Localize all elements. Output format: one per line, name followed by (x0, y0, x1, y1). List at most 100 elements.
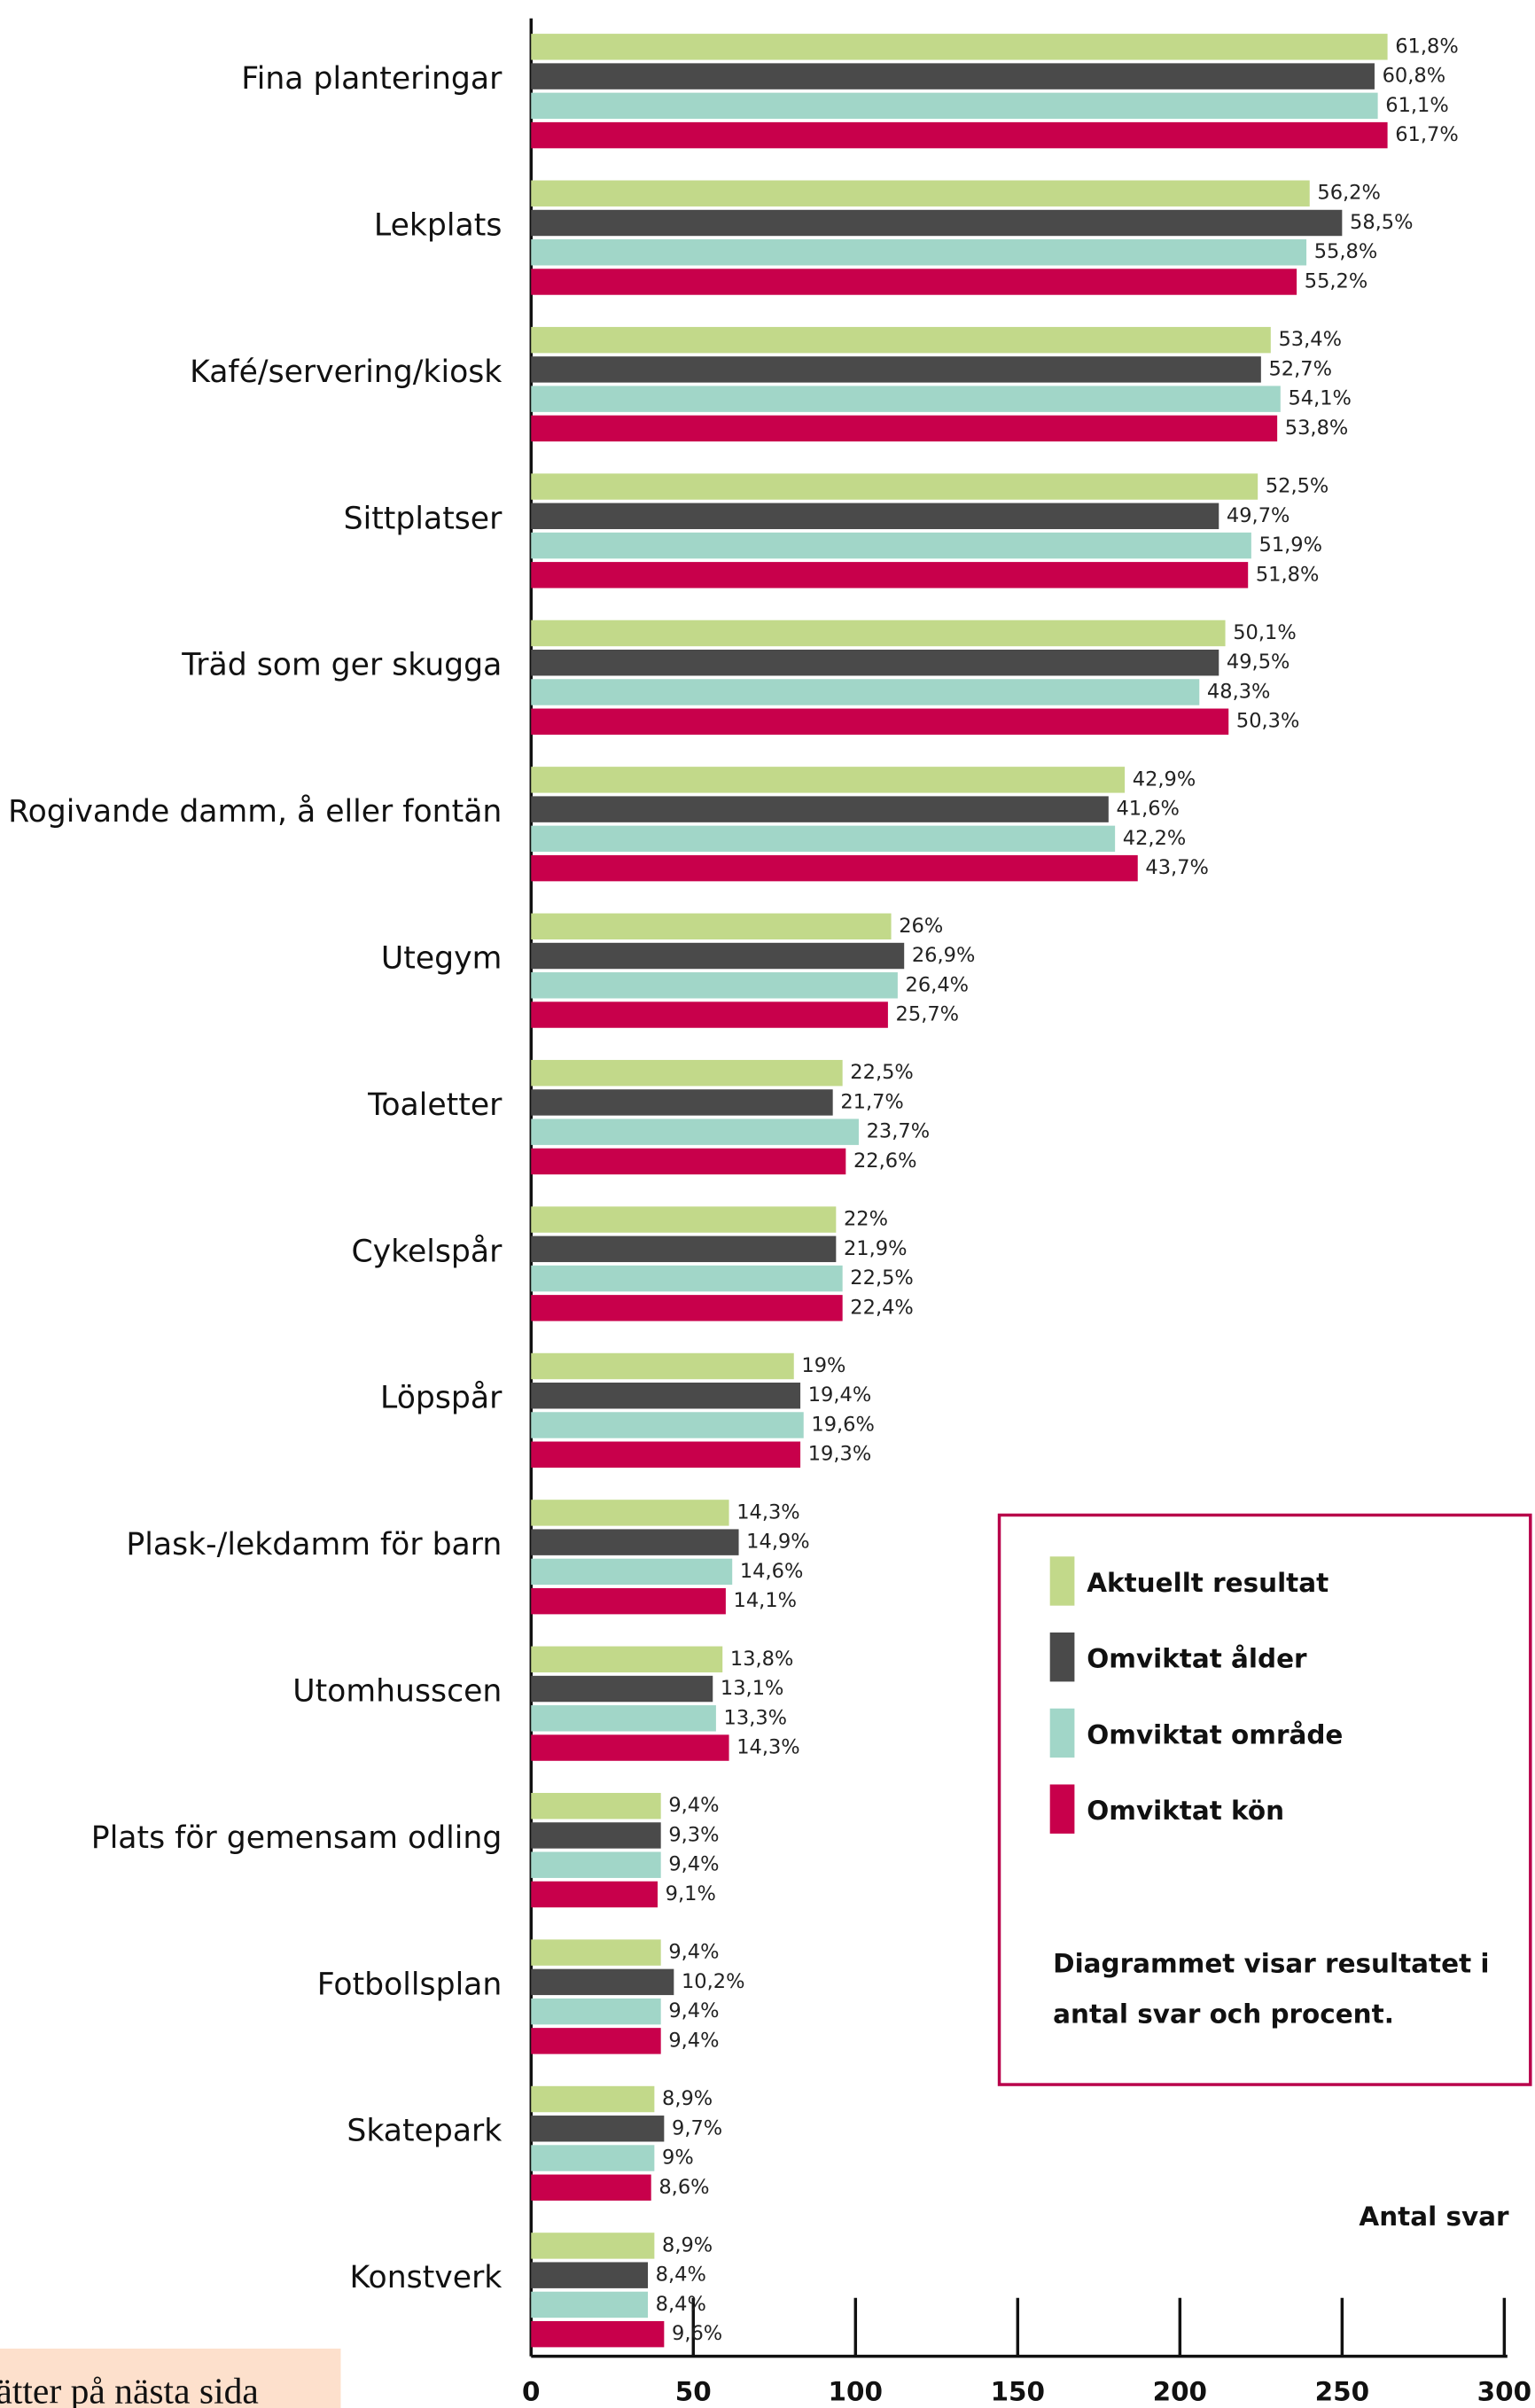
value-label: 61,8% (1395, 35, 1458, 58)
value-label: 43,7% (1145, 856, 1208, 879)
bar (531, 356, 1261, 383)
value-label: 9% (662, 2147, 694, 2170)
bar (531, 1441, 801, 1468)
bar (531, 825, 1116, 853)
bar (531, 2291, 649, 2318)
category-label: Skatepark (347, 2114, 502, 2149)
bar (531, 532, 1251, 559)
value-label: 48,3% (1207, 680, 1270, 703)
footer-note: sätter på nästa sida (0, 2370, 259, 2408)
bar (531, 1148, 846, 1175)
value-label: 8,4% (656, 2293, 706, 2316)
bar (531, 1089, 833, 1116)
category-label: Rogivande damm, å eller fontän (8, 793, 502, 830)
value-label: 26,4% (906, 973, 969, 996)
value-label: 8,9% (662, 2087, 713, 2110)
bar (531, 708, 1229, 735)
bar (531, 767, 1126, 793)
value-label: 10,2% (682, 1970, 744, 1993)
bar (531, 854, 1138, 882)
bar (531, 2262, 649, 2288)
value-label: 9,6% (672, 2322, 722, 2345)
footer-box (0, 2348, 341, 2408)
value-label: 26,9% (912, 944, 975, 967)
value-label: 42,9% (1133, 768, 1196, 791)
value-label: 19% (801, 1354, 845, 1377)
bar (531, 1412, 804, 1438)
value-label: 13,3% (724, 1706, 787, 1729)
value-label: 60,8% (1383, 65, 1445, 88)
value-label: 14,1% (734, 1589, 797, 1612)
bar (531, 34, 1388, 60)
legend-swatch (1049, 1708, 1075, 1758)
bar (531, 2145, 655, 2171)
legend-box (997, 1513, 1532, 2086)
value-label: 51,8% (1256, 563, 1319, 586)
bar (531, 1675, 713, 1703)
bar (531, 562, 1249, 588)
bar (531, 415, 1278, 442)
bar (531, 1383, 801, 1409)
bar (531, 1705, 716, 1732)
category-label: Utomhusscen (292, 1674, 502, 1710)
legend-swatch (1049, 1784, 1075, 1834)
bar (531, 1558, 733, 1586)
legend-label: Omviktat område (1087, 1718, 1343, 1750)
bar (531, 1001, 888, 1028)
bar (531, 620, 1226, 647)
value-label: 9,4% (668, 1794, 719, 1817)
bar (531, 2320, 665, 2348)
value-label: 25,7% (896, 1003, 959, 1026)
bar (531, 2116, 665, 2142)
x-tick-label: 200 (1153, 2377, 1207, 2407)
bar (531, 1235, 837, 1263)
bar (531, 1587, 726, 1615)
value-label: 49,5% (1227, 651, 1290, 674)
category-label: Toaletter (367, 1087, 503, 1123)
value-label: 22% (844, 1208, 888, 1231)
value-label: 8,9% (662, 2233, 713, 2256)
bar (531, 1265, 843, 1292)
x-tick-label: 300 (1477, 2377, 1531, 2407)
bar (531, 679, 1200, 705)
bar (531, 1529, 739, 1555)
legend-label: Omviktat ålder (1087, 1643, 1307, 1674)
bar (531, 1352, 794, 1380)
value-label: 19,4% (808, 1383, 871, 1407)
category-label: Plats för gemensam odling (91, 1820, 503, 1856)
category-label: Sittplatser (344, 501, 503, 536)
bar (531, 913, 892, 939)
bar (531, 386, 1281, 412)
category-label: Kafé/servering/kiosk (190, 355, 502, 390)
bar (531, 92, 1378, 120)
value-label: 61,1% (1385, 94, 1448, 117)
value-label: 9,1% (666, 1882, 716, 1905)
bar (531, 239, 1307, 266)
x-tick-label: 250 (1315, 2377, 1369, 2407)
x-tick-label: 0 (522, 2377, 540, 2407)
value-label: 50,3% (1236, 710, 1299, 733)
value-label: 14,9% (746, 1531, 809, 1554)
x-tick-label: 150 (991, 2377, 1045, 2407)
value-label: 14,6% (740, 1560, 803, 1583)
bar (531, 2085, 655, 2113)
legend-label: Omviktat kön (1087, 1796, 1284, 1826)
bar (531, 2174, 651, 2201)
bar (531, 326, 1271, 354)
note: antal svar och procent. (1053, 1999, 1394, 2030)
category-label: Cykelspår (351, 1233, 503, 1269)
value-label: 9,3% (668, 1823, 719, 1846)
category-label: Plask-/lekdamm för barn (126, 1527, 502, 1562)
x-tick-label: 100 (829, 2377, 883, 2407)
value-label: 22,6% (853, 1149, 916, 1173)
value-label: 58,5% (1350, 211, 1413, 234)
value-label: 51,9% (1259, 534, 1322, 557)
value-label: 22,4% (850, 1296, 913, 1319)
value-label: 50,1% (1233, 621, 1296, 644)
value-label: 13,8% (730, 1648, 793, 1671)
legend-swatch (1049, 1632, 1075, 1682)
value-label: 22,5% (850, 1061, 913, 1084)
bar (531, 180, 1310, 207)
value-label: 54,1% (1288, 387, 1351, 410)
